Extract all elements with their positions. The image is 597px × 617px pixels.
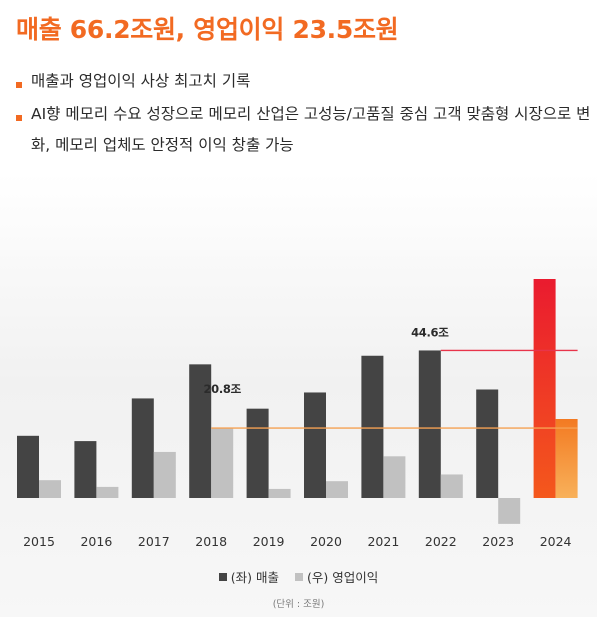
bullet-text: AI향 메모리 수요 성장으로 메모리 산업은 고성능/고품질 중심 고객 맞춤… [31,105,591,154]
bar-revenue-2022 [418,350,441,498]
x-tick-label: 2015 [23,534,55,549]
data-label-revenue-peak: 44.6조 [411,325,449,339]
bar-profit-2019 [268,488,291,498]
bar-profit-2017 [153,451,176,498]
legend-label-profit: (우) 영업이익 [306,570,379,585]
bar-profit-2018 [211,428,234,498]
legend-item-profit: (우) 영업이익 [294,567,379,586]
x-tick-label: 2019 [253,534,285,549]
x-tick-label: 2016 [80,534,112,549]
legend-item-revenue: (좌) 매출 [218,567,279,586]
bar-revenue-2018 [189,364,212,498]
legend-swatch-revenue [218,572,227,581]
headline: 매출 66.2조원, 영업이익 23.5조원 [16,15,399,44]
legend-swatch-profit [294,572,303,581]
x-tick-label: 2022 [425,534,457,549]
bar-profit-2024 [555,419,578,498]
bar-revenue-2023 [476,389,499,498]
unit-note: (단위 : 조원) [272,599,325,610]
bar-profit-2015 [39,480,61,498]
bar-revenue-2016 [74,441,97,498]
bar-profit-2022 [440,474,463,498]
bar-profit-2021 [383,456,406,498]
bar-revenue-2017 [131,398,154,498]
bar-profit-2023 [498,498,521,524]
bullet-text: 매출과 영업이익 사상 최고치 기록 [31,72,251,90]
bullet-item: AI향 메모리 수요 성장으로 메모리 산업은 고성능/고품질 중심 고객 맞춤… [16,105,591,161]
bar-revenue-2021 [361,355,384,498]
bullet-list: 매출과 영업이익 사상 최고치 기록 AI향 메모리 수요 성장으로 메모리 산… [16,72,591,171]
x-tick-label: 2020 [310,534,342,549]
x-tick-label: 2017 [138,534,170,549]
bar-profit-2016 [96,486,119,498]
chart-legend: (좌) 매출 (우) 영업이익 [0,567,597,586]
bar-revenue-2015 [17,435,39,498]
x-tick-label: 2018 [195,534,227,549]
bar-profit-2020 [326,481,348,498]
legend-label-revenue: (좌) 매출 [230,570,279,585]
x-tick-label: 2021 [367,534,399,549]
data-label-profit-peak: 20.8조 [203,382,241,396]
bullet-marker [16,115,22,121]
bar-revenue-2020 [304,392,326,498]
bar-revenue-2019 [246,408,269,498]
x-tick-label: 2024 [540,534,572,549]
bullet-marker [16,82,22,88]
bullet-item: 매출과 영업이익 사상 최고치 기록 [16,72,591,97]
bar-revenue-2024 [533,279,556,498]
x-tick-label: 2023 [482,534,514,549]
